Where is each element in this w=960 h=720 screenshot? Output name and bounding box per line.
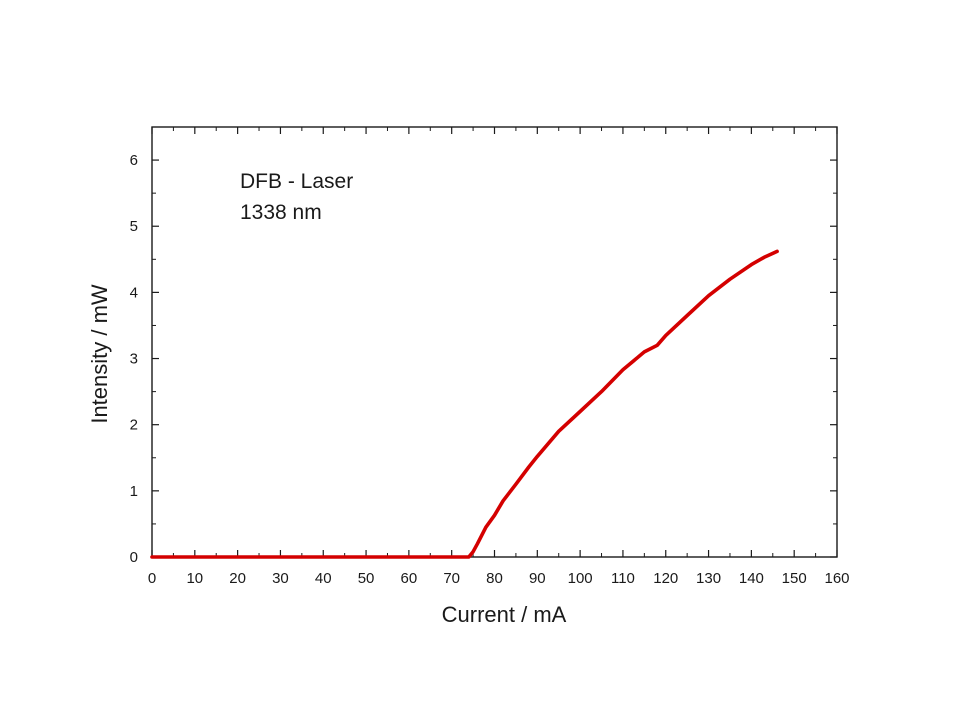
series-line	[150, 249, 779, 559]
x-tick-label: 70	[443, 570, 460, 587]
y-tick-label: 5	[130, 218, 138, 235]
x-tick-label: 130	[696, 570, 721, 587]
x-tick-label: 140	[739, 570, 764, 587]
y-tick-label: 6	[130, 152, 138, 169]
y-tick-label: 3	[130, 351, 138, 368]
annotation-line-1: DFB - Laser	[240, 170, 353, 193]
y-axis-title: Intensity / mW	[87, 284, 112, 424]
x-tick-labels: 0 10 20 30 40 50 60 70 80 90 100 110 120 130 140 150 160	[148, 570, 850, 587]
x-tick-label: 60	[401, 570, 418, 587]
x-tick-label: 160	[824, 570, 849, 587]
annotation-line-2: 1338 nm	[240, 201, 322, 224]
y-tick-labels: 0 1 2 3 4 5 6	[130, 152, 138, 566]
x-tick-label: 110	[611, 570, 635, 587]
x-tick-label: 100	[568, 570, 593, 587]
x-tick-label: 120	[653, 570, 678, 587]
x-tick-label: 90	[529, 570, 546, 587]
x-tick-label: 40	[315, 570, 332, 587]
x-tick-label: 10	[186, 570, 203, 587]
axis-ticks	[151, 127, 838, 558]
y-tick-label: 0	[130, 549, 138, 566]
y-tick-label: 2	[130, 417, 138, 434]
x-tick-label: 50	[358, 570, 375, 587]
x-tick-label: 20	[229, 570, 246, 587]
x-tick-label: 150	[782, 570, 807, 587]
x-tick-label: 0	[148, 570, 156, 587]
x-axis-title: Current / mA	[442, 602, 567, 627]
x-tick-label: 80	[486, 570, 503, 587]
y-tick-label: 1	[130, 483, 138, 500]
x-tick-label: 30	[272, 570, 289, 587]
series-layer	[150, 249, 779, 559]
y-tick-label: 4	[130, 284, 138, 301]
